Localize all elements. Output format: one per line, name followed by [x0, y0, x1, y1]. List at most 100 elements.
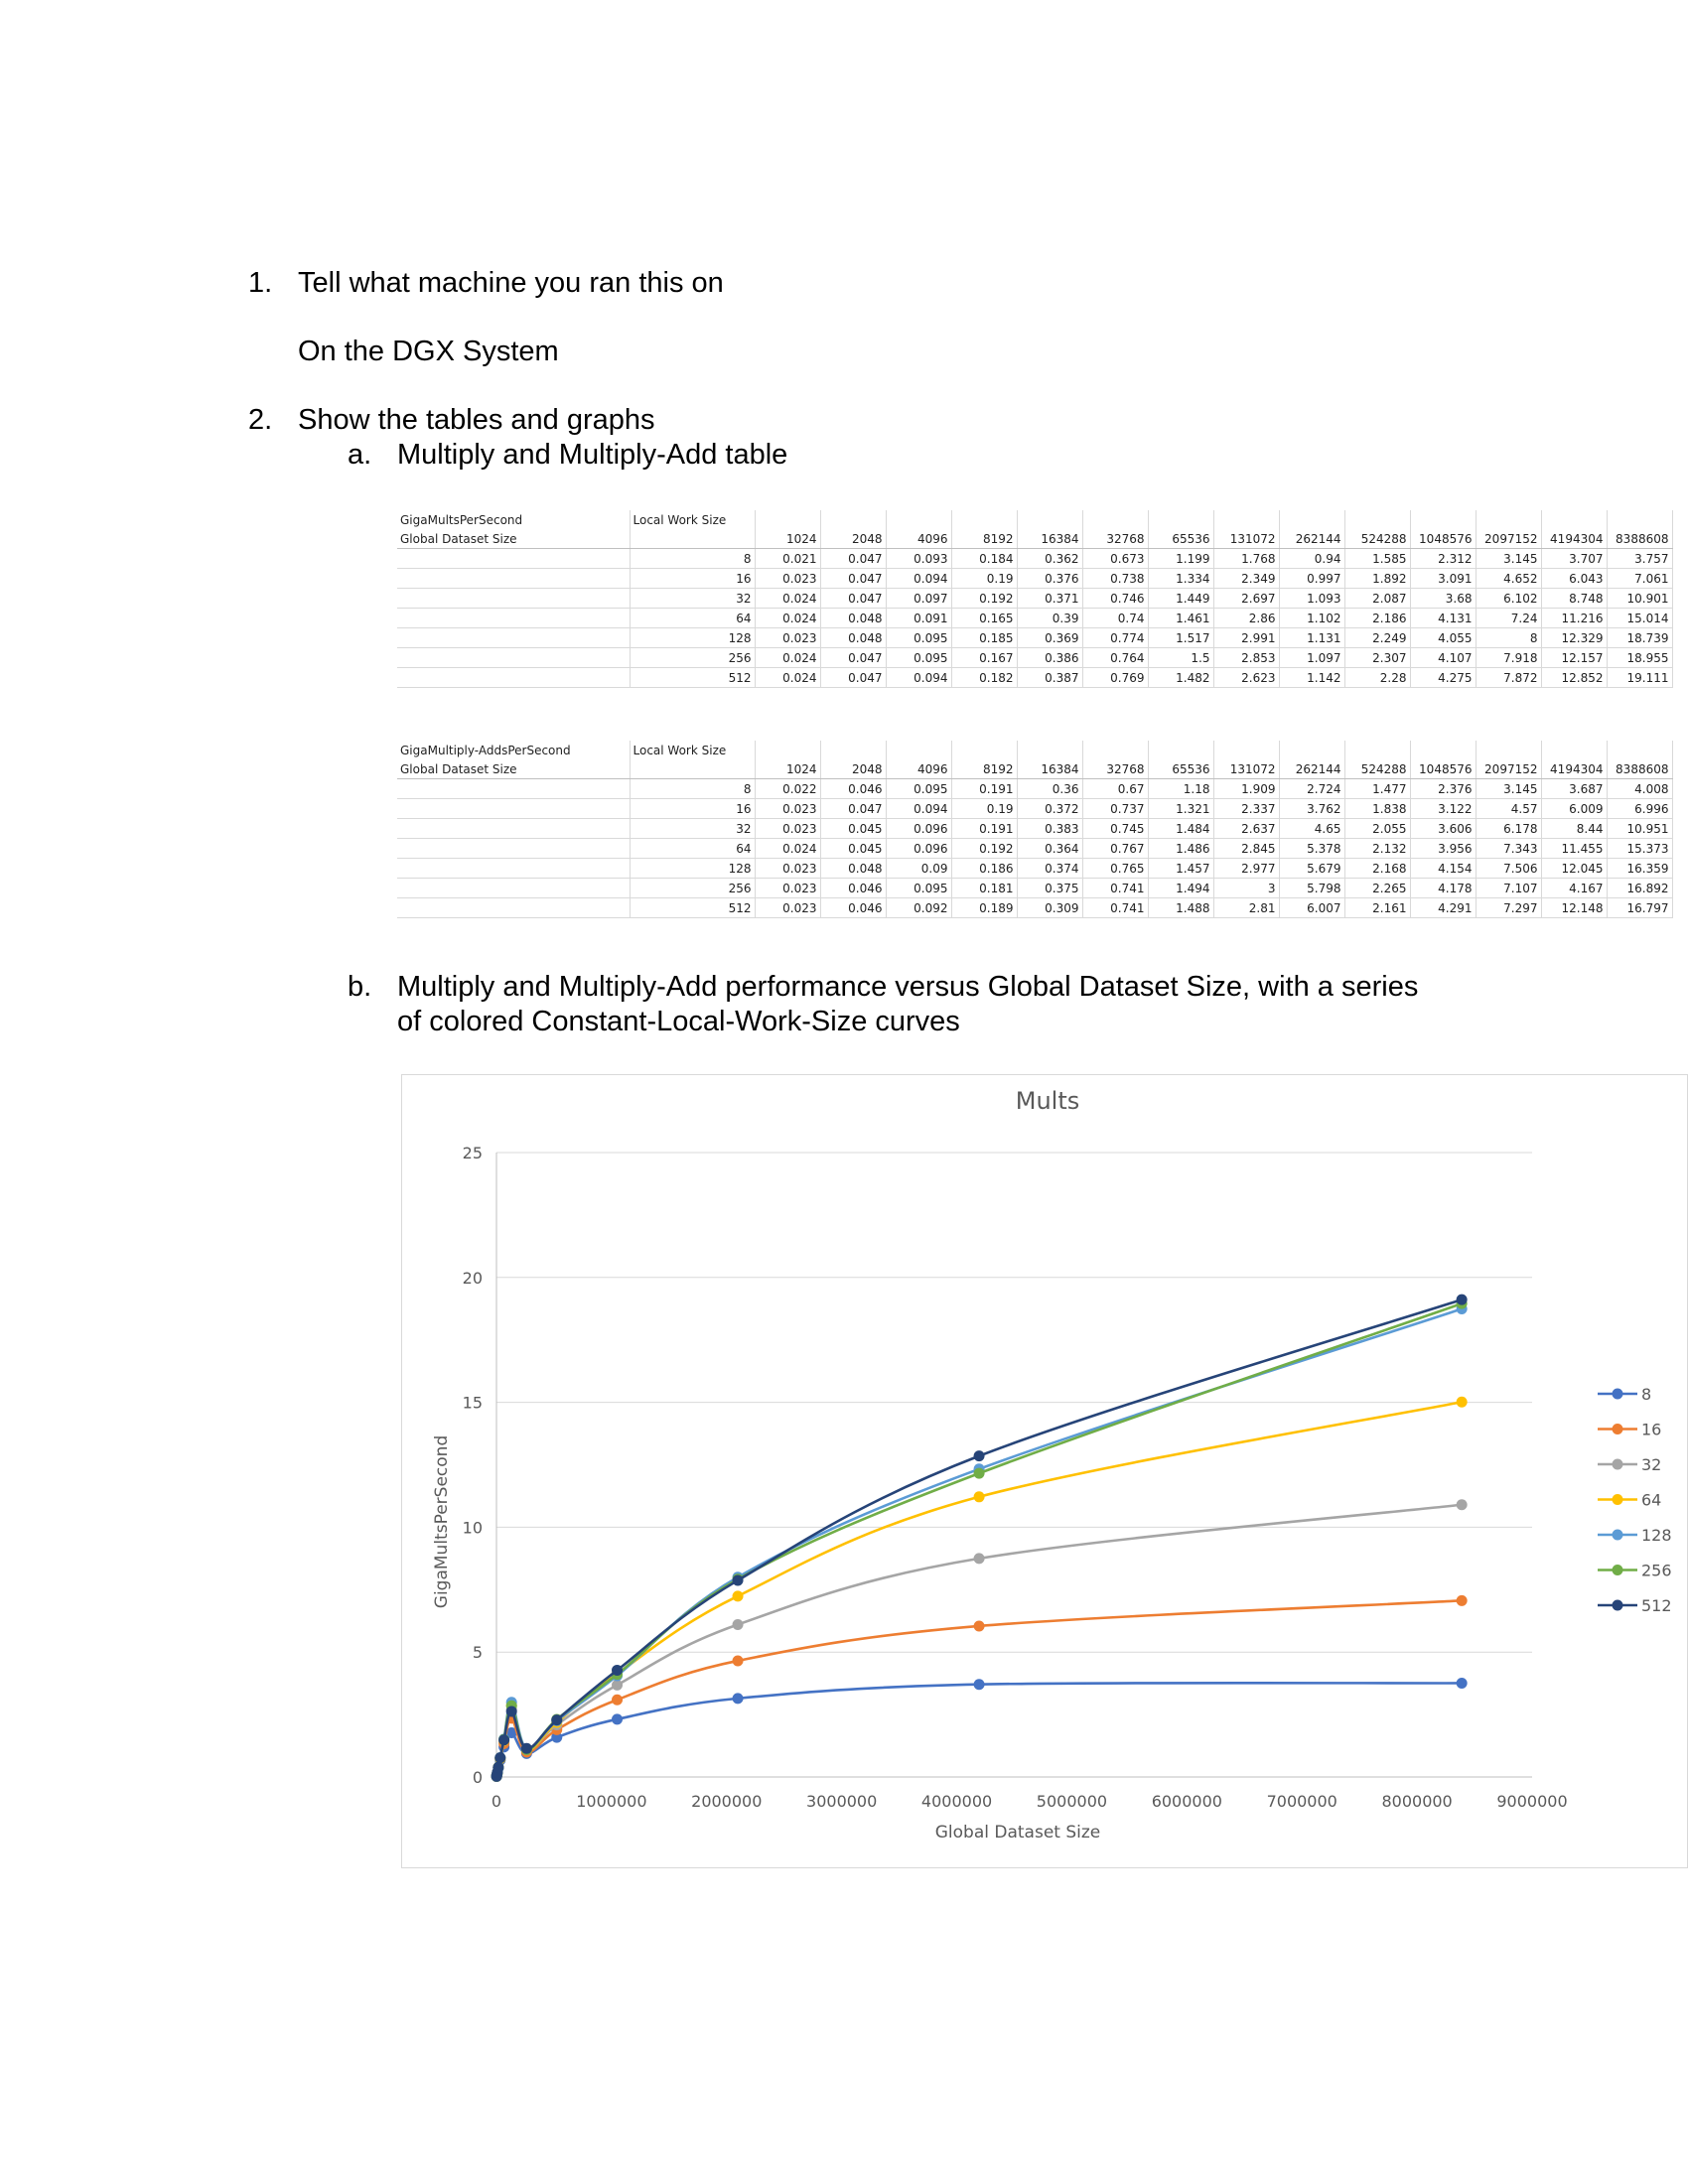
table-cell: 0.167: [951, 647, 1018, 668]
table-column-header: 16384: [1017, 529, 1083, 549]
table-cell: 2.697: [1213, 588, 1280, 609]
table-cell: 5.798: [1279, 878, 1345, 898]
table-cell: 2.168: [1344, 858, 1411, 879]
table-cell: 0.024: [755, 647, 821, 668]
y-tick-label: 0: [473, 1768, 483, 1787]
table-cell: 4.275: [1410, 667, 1477, 688]
table-cell: 1.131: [1279, 627, 1345, 648]
table-cell: 7.24: [1476, 608, 1542, 628]
table-cell-empty: [397, 608, 631, 628]
table-cell: 0.997: [1279, 568, 1345, 589]
table-cell-empty: [397, 878, 631, 898]
table-cell: 0.182: [951, 667, 1018, 688]
table-row: 512 0.024 0.047 0.094 0.182 0.387 0.769 1.482 2.…: [397, 667, 1673, 688]
table-cell: 1.585: [1344, 548, 1411, 569]
mults-chart: Mults Global Dataset Size GigaMultsPerSe…: [401, 1074, 1688, 1868]
data-point-512: [612, 1664, 624, 1676]
table-column-header: 32768: [1082, 529, 1149, 549]
table-cell-empty: [951, 741, 1018, 759]
table-cell: 0.048: [820, 858, 887, 879]
col-header: Local Work Size: [630, 741, 756, 759]
legend-marker-16: [1612, 1424, 1623, 1434]
table-cell: 1.093: [1279, 588, 1345, 609]
table-cell: 0.024: [755, 588, 821, 609]
table-cell-empty: [397, 858, 631, 879]
table-cell: 0.309: [1017, 897, 1083, 918]
series-line-512: [494, 1297, 1463, 1777]
table-column-header: 16384: [1017, 759, 1083, 779]
table-cell: 0.191: [951, 778, 1018, 799]
table-cell: 0.023: [755, 818, 821, 839]
x-tick-label: 3000000: [806, 1792, 877, 1811]
table-cell: 0.095: [886, 627, 952, 648]
table-cell-empty: [1017, 741, 1083, 759]
data-point-16: [1456, 1594, 1468, 1606]
table-column-header: 2048: [820, 759, 887, 779]
table-cell: 5.378: [1279, 838, 1345, 859]
row-local-work-size: 32: [630, 588, 756, 609]
x-tick-label: 5000000: [1037, 1792, 1107, 1811]
table-cell: 12.329: [1541, 627, 1608, 648]
row-local-work-size: 8: [630, 778, 756, 799]
data-point-8: [612, 1713, 624, 1725]
table-cell: 18.955: [1607, 647, 1673, 668]
legend-label-16: 16: [1641, 1421, 1661, 1439]
table-cell: 0.023: [755, 568, 821, 589]
table-cell: 4.167: [1541, 878, 1608, 898]
table-cell-empty: [397, 647, 631, 668]
table-cell: 0.165: [951, 608, 1018, 628]
x-tick-label: 6000000: [1152, 1792, 1222, 1811]
table-cell: 1.449: [1148, 588, 1214, 609]
table-cell: 1.461: [1148, 608, 1214, 628]
data-point-16: [612, 1694, 624, 1706]
table-column-header: 524288: [1344, 759, 1411, 779]
table-cell-empty: [1541, 510, 1608, 529]
legend-label-512: 512: [1641, 1596, 1672, 1615]
table-cell: 0.371: [1017, 588, 1083, 609]
table-cell: 0.364: [1017, 838, 1083, 859]
table-column-header: 2097152: [1476, 759, 1542, 779]
table-cell: 3.145: [1476, 548, 1542, 569]
row-local-work-size: 256: [630, 647, 756, 668]
table-cell: 0.184: [951, 548, 1018, 569]
table-cell-empty: [397, 818, 631, 839]
table-cell: 0.094: [886, 568, 952, 589]
table-cell: 0.047: [820, 568, 887, 589]
row-local-work-size: 8: [630, 548, 756, 569]
table-title: GigaMultsPerSecond: [397, 510, 631, 529]
data-point-512: [492, 1761, 504, 1773]
table-cell: 11.455: [1541, 838, 1608, 859]
table-column-header: 4194304: [1541, 529, 1608, 549]
y-tick-label: 20: [463, 1269, 483, 1288]
data-point-32: [973, 1553, 985, 1565]
table-cell-empty: [397, 798, 631, 819]
table-cell-empty: [951, 510, 1018, 529]
table-cell: 1.18: [1148, 778, 1214, 799]
table-cell-empty: [1410, 510, 1477, 529]
table-cell: 0.047: [820, 588, 887, 609]
table-row: 16 0.023 0.047 0.094 0.19 0.376 0.738 1.334 2.34…: [397, 568, 1673, 589]
legend-marker-64: [1612, 1494, 1623, 1505]
table-column-header: 4096: [886, 529, 952, 549]
table-cell: 2.28: [1344, 667, 1411, 688]
legend-label-128: 128: [1641, 1526, 1672, 1545]
table-cell: 2.637: [1213, 818, 1280, 839]
table-column-header: 1048576: [1410, 529, 1477, 549]
table-cell: 0.372: [1017, 798, 1083, 819]
data-point-8: [1456, 1677, 1468, 1689]
table-cell: 10.901: [1607, 588, 1673, 609]
table-cell: 6.007: [1279, 897, 1345, 918]
table-cell: 0.094: [886, 798, 952, 819]
table-cell: 3.145: [1476, 778, 1542, 799]
table-cell: 0.375: [1017, 878, 1083, 898]
table-column-header: 1048576: [1410, 759, 1477, 779]
table-cell: 0.369: [1017, 627, 1083, 648]
table-cell: 7.506: [1476, 858, 1542, 879]
table-cell: 0.19: [951, 798, 1018, 819]
table-cell: 0.094: [886, 667, 952, 688]
table-cell: 3.757: [1607, 548, 1673, 569]
table-column-header: 65536: [1148, 759, 1214, 779]
table-cell: 4.65: [1279, 818, 1345, 839]
q2-text: Show the tables and graphs: [298, 404, 655, 436]
table-cell-empty: [1344, 741, 1411, 759]
